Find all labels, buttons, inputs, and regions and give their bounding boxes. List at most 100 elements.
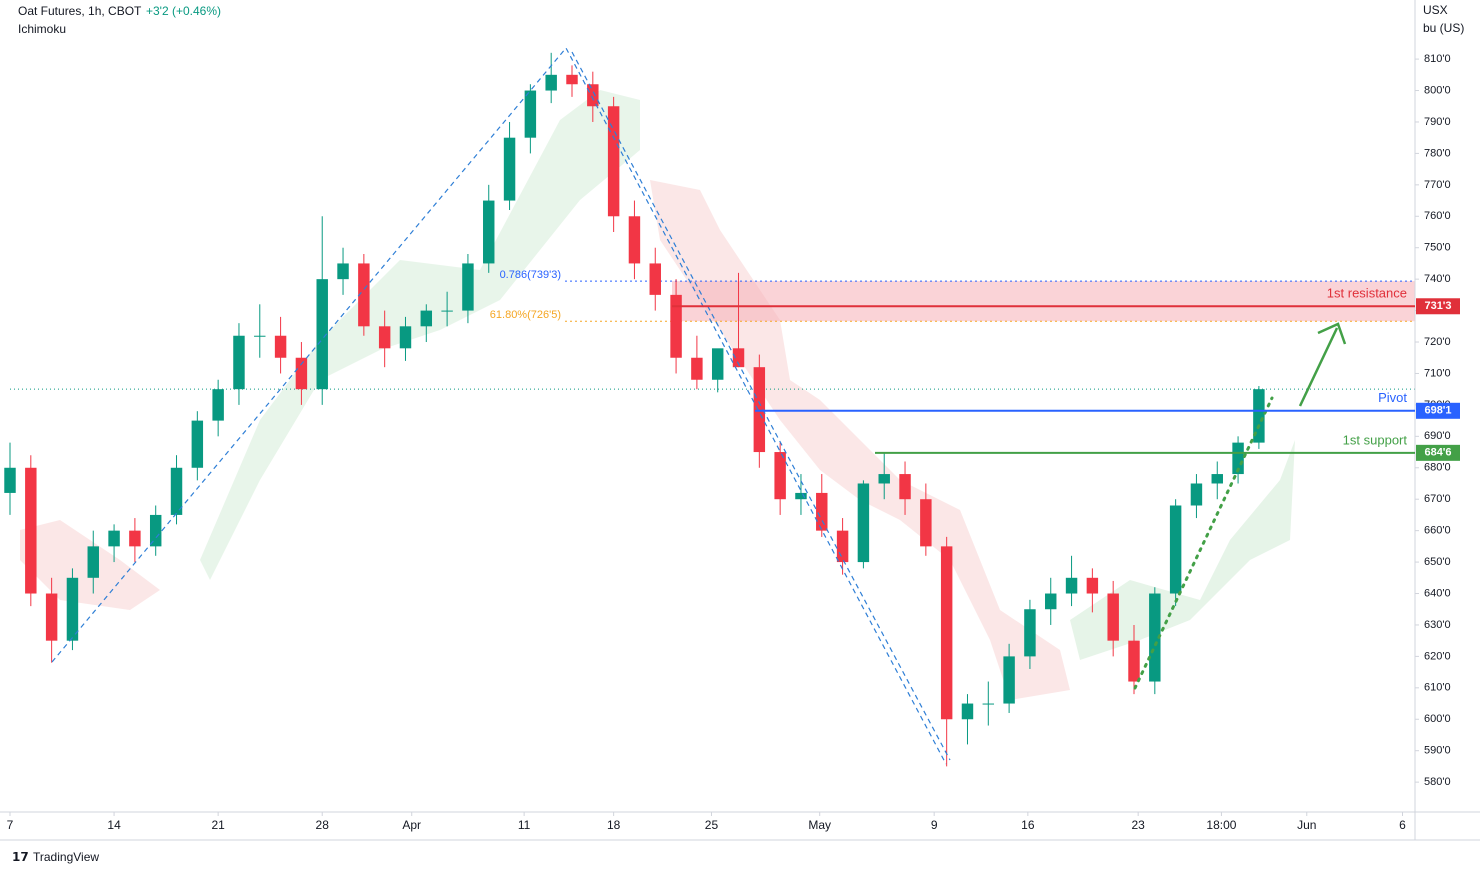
cloud-green [200, 90, 640, 580]
y-tick-label: 640'0 [1424, 587, 1451, 599]
y-tick-label: 780'0 [1424, 147, 1451, 159]
x-tick-label: 18 [607, 818, 621, 832]
x-tick-label: 25 [705, 818, 719, 832]
cloud-green [1070, 440, 1295, 660]
unit: bu (US) [1423, 21, 1464, 35]
x-tick-label: May [808, 818, 831, 832]
candle-body [670, 294, 682, 358]
candle-body [254, 335, 266, 337]
candle-body [212, 389, 224, 421]
y-tick-label: 750'0 [1424, 242, 1451, 254]
support-trendline [1133, 396, 1274, 690]
level-name: 1st resistance [1327, 286, 1407, 301]
y-tick-label: 580'0 [1424, 776, 1451, 788]
candle-body [940, 546, 953, 720]
candle-body [649, 263, 661, 295]
y-tick-label: 630'0 [1424, 619, 1451, 631]
price-tag [1416, 444, 1460, 461]
arrow-head [1317, 322, 1347, 345]
candle-body [628, 216, 641, 264]
y-tick-label: 760'0 [1424, 210, 1451, 222]
candle-body [108, 530, 120, 547]
candle-body [920, 499, 932, 547]
candle-body [607, 106, 620, 217]
price-tag-label: 698'1 [1424, 405, 1451, 417]
level-name: 1st support [1343, 432, 1408, 447]
x-tick-label: 9 [931, 818, 938, 832]
trend-drawing [51, 46, 947, 765]
candle-body [711, 348, 724, 380]
price-tag-label: 684'6 [1424, 447, 1451, 459]
candle-body [503, 137, 516, 201]
candle-body [149, 514, 162, 547]
y-tick-label: 800'0 [1424, 84, 1451, 96]
candle-body [836, 530, 849, 563]
candle-body [1253, 389, 1265, 443]
x-tick-label: 28 [316, 818, 330, 832]
candle-body [982, 703, 995, 705]
candle-body [753, 367, 766, 453]
fib-label: 61.80%(726'5) [490, 309, 561, 321]
candle-body [1003, 656, 1015, 704]
y-tick-label: 680'0 [1424, 462, 1451, 474]
candle-body [378, 326, 391, 349]
candle-body [1211, 474, 1223, 484]
candle-body [1086, 577, 1099, 594]
x-tick-label: 18:00 [1206, 818, 1236, 832]
y-tick-label: 600'0 [1424, 713, 1451, 725]
price-tag-label: 731'3 [1424, 300, 1451, 312]
x-tick-label: Jun [1297, 818, 1316, 832]
candle-body [441, 310, 453, 312]
candle-body [420, 310, 433, 327]
x-tick-label: 14 [107, 818, 121, 832]
candle-body [129, 530, 141, 547]
y-tick-label: 690'0 [1424, 430, 1451, 442]
y-tick-label: 620'0 [1424, 650, 1451, 662]
candle-body [25, 467, 37, 594]
x-tick-label: 16 [1021, 818, 1035, 832]
candle-body [691, 357, 703, 380]
y-tick-label: 720'0 [1424, 336, 1451, 348]
candle-body [87, 546, 99, 578]
indicator-name: Ichimoku [18, 22, 66, 36]
candle-body [1107, 593, 1119, 641]
candle-body [1190, 483, 1203, 506]
candle-body [1024, 609, 1036, 657]
level-name: Pivot [1378, 390, 1407, 405]
grid-layer [9, 58, 1419, 816]
y-tick-label: 790'0 [1424, 116, 1451, 128]
y-tick-label: 770'0 [1424, 179, 1451, 191]
unit: USX [1423, 3, 1448, 17]
fib-label: 0.786(739'3) [500, 269, 561, 281]
candle-body [274, 335, 287, 358]
candle-body [358, 263, 370, 327]
candle-body [191, 420, 204, 468]
candle-body [66, 577, 79, 641]
candle-body [233, 335, 245, 390]
candle-body [587, 84, 599, 107]
y-tick-label: 590'0 [1424, 745, 1451, 757]
price-tag [1416, 298, 1460, 315]
candle-body [1169, 505, 1182, 594]
candle-body [170, 467, 183, 515]
trend-drawing [571, 51, 951, 761]
candle-body [774, 452, 786, 500]
price-tag [1416, 402, 1460, 419]
candle-body [878, 474, 890, 484]
candle-body [961, 703, 974, 720]
candle-body [899, 474, 911, 500]
candle-body [316, 279, 328, 390]
y-tick-label: 710'0 [1424, 367, 1451, 379]
x-tick-label: 23 [1131, 818, 1145, 832]
candle-body [1045, 593, 1057, 610]
y-tick-label: 810'0 [1424, 53, 1451, 65]
candle-body [45, 593, 58, 641]
candle-body [524, 90, 537, 138]
candle-body [816, 492, 828, 531]
brand: TradingView [33, 850, 99, 864]
x-tick-label: 6 [1399, 818, 1406, 832]
candle-body [1232, 442, 1244, 475]
candle-body [1128, 640, 1140, 682]
